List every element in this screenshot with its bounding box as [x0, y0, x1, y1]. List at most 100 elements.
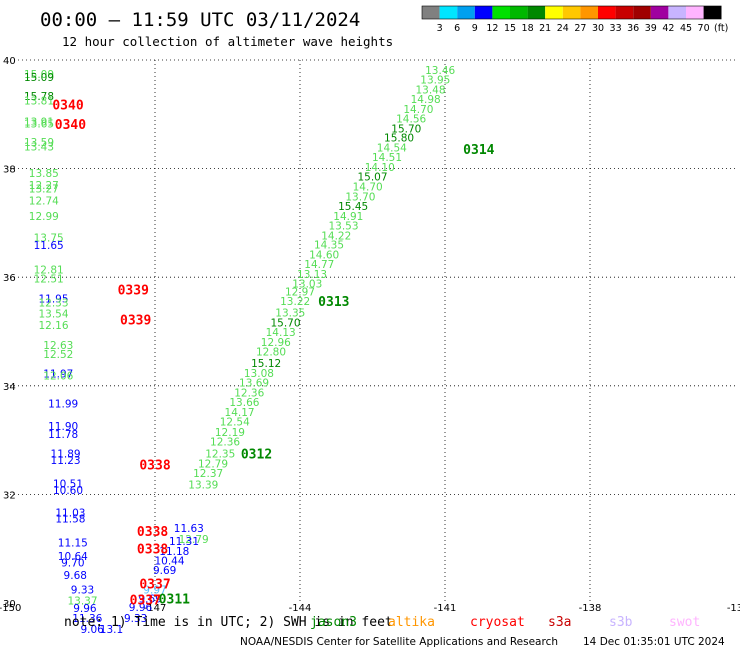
- wave-height-label: 14.51: [372, 152, 402, 164]
- wave-height-label: 13.69: [239, 378, 269, 390]
- wave-height-label: 12.81: [34, 265, 64, 277]
- wave-height-label: 12.80: [256, 347, 286, 359]
- wave-height-label: 9.69: [153, 565, 176, 577]
- wave-height-label: 11.31: [169, 536, 199, 548]
- wave-height-label: 12.37: [193, 468, 223, 480]
- wave-height-label: 12.35: [205, 449, 235, 461]
- wave-height-label: 14.22: [321, 230, 351, 242]
- colorbar-swatch: [686, 6, 704, 19]
- wave-height-label: 13.35: [275, 307, 305, 319]
- wave-height-label: 11.99: [48, 399, 78, 411]
- colorbar-swatch: [703, 6, 722, 19]
- y-tick-label: 36: [3, 273, 16, 284]
- wave-height-label: 12.79: [179, 534, 209, 546]
- colorbar-label: 21: [539, 23, 551, 34]
- x-tick-label: -138: [579, 603, 602, 614]
- colorbar-label: 33: [610, 23, 622, 34]
- wave-height-label: 13.59: [24, 137, 54, 149]
- wave-height-label: 12.79: [198, 458, 228, 470]
- wave-height-label: 10.51: [53, 479, 83, 491]
- colorbar-swatch: [668, 6, 686, 19]
- pass-number-label: 0338: [139, 459, 170, 474]
- wave-height-label: 14.91: [333, 211, 363, 223]
- satellite-legend-entry: altika: [388, 615, 435, 630]
- wave-height-label: 14.70: [353, 182, 383, 194]
- wave-height-label: 11.78: [48, 429, 78, 441]
- wave-height-label: 13.53: [328, 221, 358, 233]
- page-title: 00:00 – 11:59 UTC 03/11/2024: [40, 9, 360, 31]
- wave-height-label: 9.96: [129, 602, 153, 614]
- wave-height-label: 12.74: [29, 196, 59, 208]
- pass-number-label: 0313: [318, 295, 349, 310]
- wave-height-label: 14.77: [304, 259, 334, 271]
- colorbar-label: 12: [486, 23, 498, 34]
- wave-height-label: 12.16: [38, 320, 68, 332]
- wave-height-label: 14.60: [309, 249, 339, 261]
- wave-height-label: 11.95: [38, 293, 68, 305]
- wave-height-label: 12.54: [220, 417, 250, 429]
- footer-note: note: 1) Time is in UTC; 2) SWH is in fe…: [64, 615, 393, 630]
- wave-height-label: 13.13: [297, 269, 327, 281]
- wave-height-label: 13.43: [24, 141, 54, 153]
- wave-height-label: 12.19: [215, 427, 245, 439]
- wave-height-label: 10.64: [58, 551, 88, 563]
- wave-height-label: 10.44: [154, 556, 184, 568]
- colorbar-swatch: [598, 6, 616, 19]
- colorbar-label: 27: [574, 23, 586, 34]
- colorbar-swatch: [510, 6, 528, 19]
- wave-height-label: 12.51: [34, 273, 64, 285]
- wave-height-label: 12.36: [210, 437, 240, 449]
- colorbar-label: 45: [680, 23, 692, 34]
- wave-height-label: 13.46: [425, 65, 455, 77]
- pass-labels: 0314 0313 0312 0311 0340 0340 0339 0339 0338 0338…: [52, 99, 494, 609]
- colorbar-swatch: [562, 6, 581, 19]
- wave-height-label: 15.07: [357, 172, 387, 184]
- wave-height-label: 13.81: [24, 96, 54, 108]
- wave-height-label: 13.95: [420, 75, 450, 87]
- wave-height-label: 15.09: [24, 72, 54, 84]
- wave-height-label: 13.37: [67, 595, 97, 607]
- colorbar-swatch: [580, 6, 598, 19]
- wave-height-label: 13.27: [29, 184, 59, 196]
- wave-height-label: 14.56: [396, 114, 426, 126]
- pass-number-label: 0311: [159, 593, 190, 608]
- satellite-legend: jason3 altika cryosat s3a s3b swot: [310, 615, 700, 630]
- wave-height-label: 9.96: [73, 603, 97, 615]
- satellite-legend-entry: s3b: [609, 615, 633, 630]
- wave-height-label: 13.48: [415, 84, 445, 96]
- wave-height-label: 14.10: [365, 162, 395, 174]
- pass-number-label: 0314: [463, 143, 494, 158]
- wave-height-label: 13.03: [292, 279, 322, 291]
- wave-height-label: 12.96: [261, 337, 291, 349]
- colorbar-swatch: [422, 6, 440, 19]
- pass-number-label: 0340: [52, 99, 83, 114]
- colorbar-swatch: [439, 6, 458, 19]
- colorbar-border: [421, 5, 722, 20]
- wave-height-label: 11.89: [51, 449, 81, 461]
- wave-height-label: 11.15: [58, 538, 88, 550]
- x-tick-label: -144: [289, 603, 312, 614]
- wave-height-label: 13.54: [38, 309, 68, 321]
- colorbar-swatch: [457, 6, 475, 19]
- wave-height-label: 9.69: [138, 594, 161, 606]
- wave-height-label: 14.17: [225, 407, 255, 419]
- wave-height-label: 12.06: [43, 370, 73, 382]
- credit-line: NOAA/NESDIS Center for Satellite Applica…: [240, 636, 558, 648]
- wave-height-label: 12.33: [38, 298, 68, 310]
- wave-height-label: 15.45: [338, 201, 368, 213]
- wave-height-label: 13.75: [34, 233, 64, 245]
- wave-height-label: 9.06: [80, 624, 104, 636]
- wave-height-label: 9.97: [143, 584, 166, 596]
- wave-height-label: 12.99: [29, 211, 59, 223]
- wave-height-label: 14.35: [314, 240, 344, 252]
- wave-height-label: 11.65: [34, 240, 64, 252]
- wave-height-label: 13.1: [100, 624, 123, 636]
- wave-height-label: 13.70: [345, 191, 375, 203]
- wave-height-label: 15.80: [384, 133, 414, 145]
- y-tick-label: 30: [3, 599, 16, 610]
- generated-timestamp: 14 Dec 01:35:01 UTC 2024: [583, 636, 725, 648]
- colorbar-label: 24: [557, 23, 569, 34]
- wave-height-label: 15.09: [24, 69, 54, 81]
- page-subtitle: 12 hour collection of altimeter wave hei…: [62, 34, 393, 49]
